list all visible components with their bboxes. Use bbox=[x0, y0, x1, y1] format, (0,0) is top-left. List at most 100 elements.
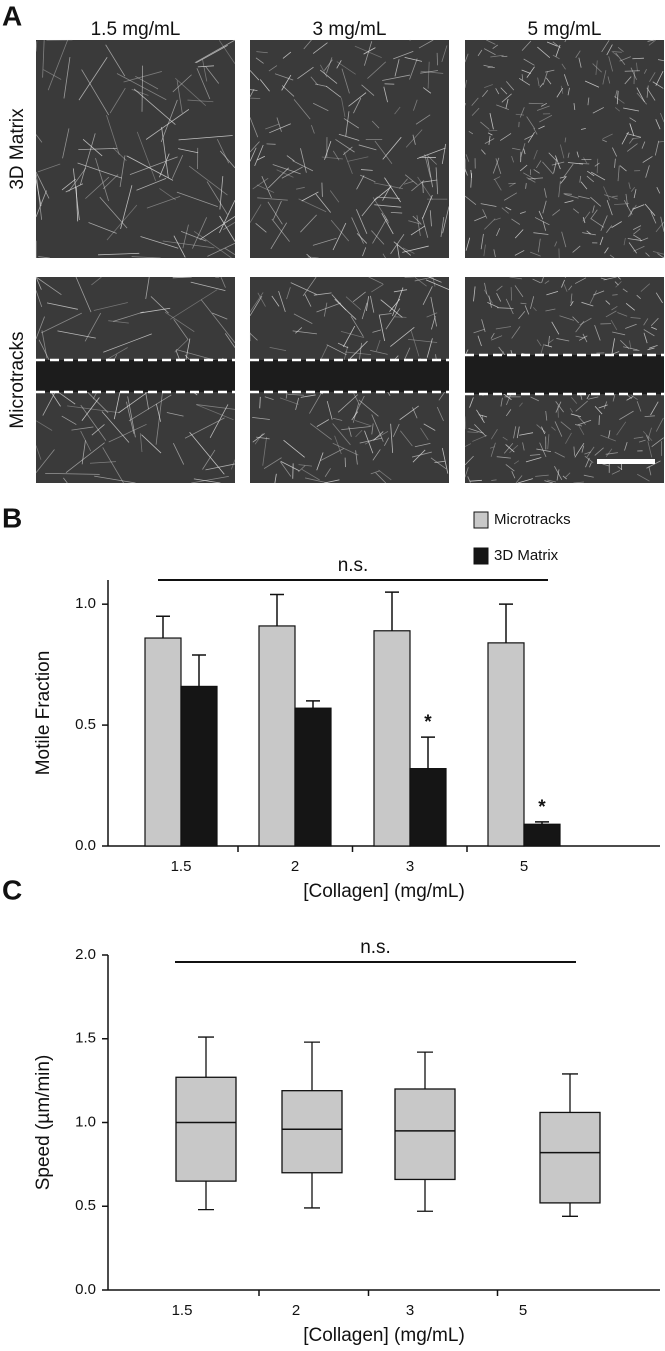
fiber bbox=[320, 448, 344, 462]
fiber bbox=[426, 312, 438, 318]
fiber bbox=[509, 444, 519, 453]
fiber bbox=[341, 426, 371, 431]
fiber bbox=[473, 286, 476, 302]
fiber bbox=[422, 87, 432, 94]
fiber bbox=[573, 446, 576, 456]
whisker bbox=[198, 1181, 214, 1211]
fiber bbox=[501, 207, 509, 214]
fiber bbox=[554, 451, 565, 458]
fiber bbox=[95, 157, 109, 202]
fiber bbox=[578, 335, 588, 341]
whisker bbox=[562, 1202, 578, 1217]
fiber bbox=[362, 247, 367, 257]
fiber bbox=[341, 68, 350, 94]
fiber bbox=[68, 167, 87, 192]
fiber bbox=[316, 302, 341, 313]
fiber bbox=[206, 181, 228, 215]
fiber bbox=[506, 81, 515, 91]
fiber bbox=[371, 423, 374, 435]
fiber bbox=[361, 197, 377, 217]
fiber bbox=[108, 320, 129, 324]
fiber bbox=[136, 178, 167, 191]
fiber bbox=[352, 395, 365, 419]
fiber bbox=[255, 57, 264, 64]
fiber bbox=[612, 51, 622, 53]
micrograph bbox=[249, 39, 450, 259]
fiber bbox=[359, 437, 383, 444]
fiber bbox=[617, 46, 624, 53]
fiber bbox=[372, 218, 387, 244]
fiber bbox=[494, 178, 502, 191]
fiber bbox=[331, 294, 347, 311]
fiber bbox=[534, 217, 550, 226]
fiber bbox=[547, 434, 550, 450]
fiber bbox=[552, 209, 561, 216]
fiber bbox=[35, 171, 50, 199]
fiber bbox=[434, 460, 446, 463]
fiber bbox=[515, 475, 523, 484]
fiber bbox=[578, 426, 585, 435]
fiber bbox=[476, 409, 485, 424]
fiber bbox=[615, 52, 626, 66]
fiber bbox=[611, 338, 615, 354]
row-label: 3D Matrix bbox=[7, 108, 28, 190]
fiber bbox=[375, 472, 387, 484]
fiber bbox=[196, 68, 211, 100]
fiber bbox=[314, 83, 328, 87]
fiber bbox=[106, 115, 120, 155]
fiber bbox=[196, 404, 234, 421]
fiber bbox=[606, 199, 613, 216]
fiber bbox=[544, 280, 550, 284]
fiber bbox=[615, 281, 622, 288]
fiber bbox=[646, 85, 649, 98]
fiber bbox=[489, 446, 495, 449]
fiber bbox=[558, 180, 561, 198]
fiber bbox=[166, 412, 184, 417]
fiber bbox=[164, 311, 195, 333]
fiber bbox=[561, 279, 565, 288]
fiber bbox=[62, 128, 70, 159]
fiber bbox=[376, 196, 400, 199]
fiber bbox=[102, 447, 124, 484]
fiber bbox=[370, 470, 380, 475]
fiber bbox=[256, 155, 266, 161]
fiber bbox=[505, 298, 514, 315]
fiber bbox=[611, 50, 619, 57]
fiber bbox=[131, 256, 161, 259]
fiber bbox=[279, 397, 299, 405]
fiber bbox=[300, 394, 316, 398]
fiber bbox=[202, 449, 216, 470]
fiber bbox=[646, 460, 661, 469]
fiber bbox=[343, 325, 356, 348]
fiber bbox=[249, 295, 263, 316]
fiber bbox=[222, 221, 236, 230]
x-tick-label: 1.5 bbox=[171, 858, 192, 875]
fiber bbox=[188, 165, 228, 196]
fiber bbox=[435, 167, 439, 195]
fiber bbox=[604, 194, 618, 200]
fiber bbox=[547, 479, 557, 483]
fiber bbox=[131, 89, 149, 96]
fiber bbox=[522, 442, 525, 451]
fiber bbox=[337, 342, 349, 349]
fiber bbox=[624, 76, 632, 85]
fiber bbox=[611, 305, 618, 311]
fiber bbox=[358, 342, 362, 361]
fiber bbox=[35, 276, 62, 295]
fiber bbox=[82, 138, 103, 157]
fiber bbox=[378, 314, 386, 342]
fiber bbox=[584, 451, 592, 455]
x-axis-title: [Collagen] (mg/mL) bbox=[303, 881, 465, 902]
fiber bbox=[632, 225, 642, 231]
fiber bbox=[411, 451, 432, 458]
fiber bbox=[655, 221, 665, 233]
fiber bbox=[623, 199, 633, 215]
fiber bbox=[209, 404, 229, 438]
fiber bbox=[252, 177, 269, 190]
fiber bbox=[612, 147, 618, 157]
fiber bbox=[487, 302, 499, 308]
fiber bbox=[564, 193, 579, 199]
box bbox=[394, 1088, 456, 1181]
fiber bbox=[348, 426, 352, 437]
fiber bbox=[483, 244, 486, 257]
